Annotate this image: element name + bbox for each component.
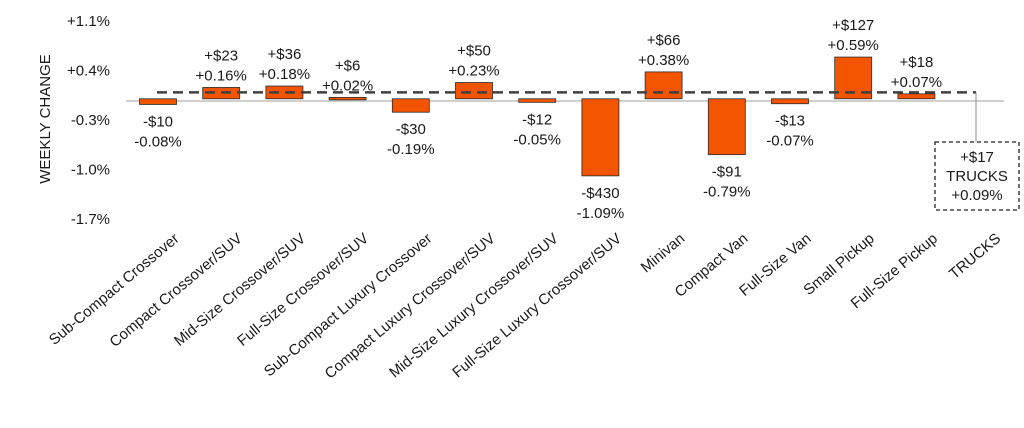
dollar-label: +$127 bbox=[832, 17, 874, 34]
dollar-label: -$10 bbox=[143, 113, 173, 130]
trucks-callout-dollar: +$17 bbox=[960, 149, 994, 166]
bar-8 bbox=[644, 71, 683, 100]
percent-label: -0.05% bbox=[513, 131, 561, 148]
dollar-label: +$18 bbox=[900, 54, 934, 71]
percent-label: -0.08% bbox=[134, 133, 182, 150]
bar-7 bbox=[581, 98, 620, 177]
dollar-label: -$13 bbox=[775, 113, 805, 130]
dollar-label: +$36 bbox=[268, 46, 302, 63]
x-tick-label: Minivan bbox=[638, 230, 689, 276]
percent-label: +0.02% bbox=[322, 77, 373, 94]
dollar-label: +$6 bbox=[335, 57, 360, 74]
dollar-label: -$12 bbox=[522, 111, 552, 128]
bar-0 bbox=[139, 98, 177, 105]
y-tick-label: +0.4% bbox=[67, 63, 110, 80]
bar-5 bbox=[455, 82, 493, 100]
percent-label: +0.38% bbox=[638, 52, 689, 69]
percent-label: -1.09% bbox=[577, 205, 625, 222]
trucks-callout-name: TRUCKS bbox=[946, 168, 1008, 185]
bar-6 bbox=[518, 98, 557, 103]
y-axis-label: WEEKLY CHANGE bbox=[37, 54, 54, 183]
percent-label: +0.18% bbox=[259, 66, 310, 83]
bar-12 bbox=[897, 93, 936, 100]
trucks-callout-percent: +0.09% bbox=[951, 187, 1002, 204]
dollar-label: +$50 bbox=[457, 43, 491, 60]
y-axis-ticks: +1.1% +0.4% -0.3% -1.0% -1.7% bbox=[67, 13, 110, 228]
bar-4 bbox=[391, 98, 430, 113]
dollar-label: -$430 bbox=[581, 185, 619, 202]
percent-label: -0.19% bbox=[387, 141, 435, 158]
dollar-label: -$91 bbox=[712, 164, 742, 181]
percent-label: +0.07% bbox=[891, 74, 942, 91]
trucks-callout-box bbox=[934, 141, 1020, 211]
data-labels: -$10 -0.08% +$23 +0.16% +$36 +0.18% +$6 +0.02% -… bbox=[134, 17, 942, 222]
percent-label: -0.79% bbox=[703, 184, 751, 201]
dollar-label: +$23 bbox=[204, 47, 238, 64]
percent-label: -0.07% bbox=[766, 133, 814, 150]
y-tick-label: -1.7% bbox=[71, 211, 110, 228]
y-tick-label: -0.3% bbox=[71, 112, 110, 129]
bar-3 bbox=[328, 96, 367, 101]
percent-label: +0.16% bbox=[196, 67, 247, 84]
x-tick-label: TRUCKS bbox=[946, 230, 1004, 283]
bar-9 bbox=[707, 98, 746, 156]
percent-label: +0.23% bbox=[448, 63, 499, 80]
dollar-label: +$66 bbox=[647, 32, 681, 49]
dollar-label: -$30 bbox=[396, 121, 426, 138]
y-tick-label: +1.1% bbox=[67, 13, 110, 30]
bar-10 bbox=[771, 98, 809, 105]
percent-label: +0.59% bbox=[828, 37, 879, 54]
y-tick-label: -1.0% bbox=[71, 162, 110, 179]
bars bbox=[139, 56, 936, 177]
